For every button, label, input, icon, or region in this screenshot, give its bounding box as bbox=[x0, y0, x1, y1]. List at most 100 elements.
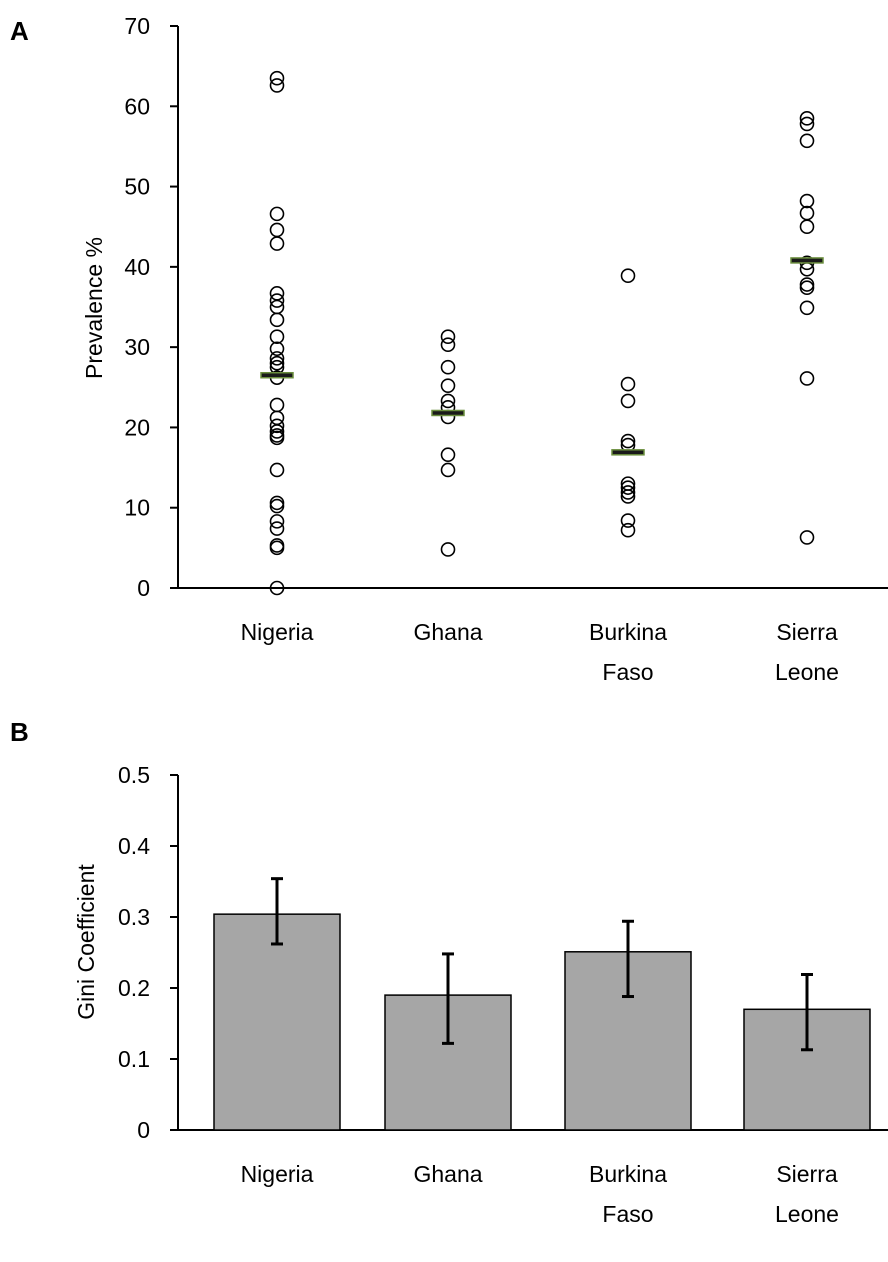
panel-a-y-tick-label: 10 bbox=[124, 495, 150, 521]
panel-b-error-bars bbox=[271, 877, 813, 1052]
panel-b-category-label: Faso bbox=[602, 1201, 653, 1227]
panel-a-data-point bbox=[440, 393, 456, 409]
panel-a-y-tick-label: 60 bbox=[124, 93, 150, 119]
panel-a-category-label: Sierra bbox=[776, 619, 838, 645]
panel-a-data-point bbox=[799, 133, 815, 149]
panel-b-y-tick-label: 0.1 bbox=[118, 1046, 150, 1072]
panel-a-data-point bbox=[269, 355, 285, 371]
panel-b-error-bar bbox=[442, 952, 454, 1045]
panel-a-data-point bbox=[269, 206, 285, 222]
panel-a-category-label: Ghana bbox=[413, 619, 482, 645]
panel-a-y-tick-label: 40 bbox=[124, 254, 150, 280]
panel-a-category-label: Leone bbox=[775, 659, 839, 685]
panel-a-data-point bbox=[440, 337, 456, 353]
panel-a-category-label: Nigeria bbox=[241, 619, 314, 645]
panel-a-data-point bbox=[620, 393, 636, 409]
panel-a-data-point bbox=[620, 268, 636, 283]
panel-a-data-point bbox=[269, 329, 285, 345]
panel-a-y-axis-title: Prevalence % bbox=[81, 237, 107, 379]
panel-a-y-tick-label: 30 bbox=[124, 334, 150, 360]
panel-b-category-label: Sierra bbox=[776, 1161, 838, 1187]
panel-a-data-point bbox=[620, 480, 636, 495]
panel-b-error-bar bbox=[801, 973, 813, 1052]
panel-a-data-point bbox=[269, 222, 285, 238]
panel-a-data-point bbox=[269, 521, 285, 536]
panel-a-data-point bbox=[440, 359, 456, 375]
panel-a-data-point bbox=[799, 280, 815, 296]
panel-b-category-label: Nigeria bbox=[241, 1161, 314, 1187]
panel-a-data-point bbox=[620, 376, 636, 392]
panel-a-data-point bbox=[440, 378, 456, 393]
panel-a-data-point bbox=[269, 424, 285, 439]
panel-b-bars bbox=[213, 913, 871, 1131]
panel-b-error-bar bbox=[271, 877, 283, 946]
panel-a-data-point bbox=[269, 514, 285, 529]
panel-a-category-label: Faso bbox=[602, 659, 653, 685]
panel-a-data-point bbox=[269, 293, 285, 308]
panel-a-y-tick-label: 20 bbox=[124, 414, 150, 440]
panel-a: A Prevalence % 0 10 20 30 40 50 60 70 Nigeria Gh… bbox=[10, 13, 888, 685]
panel-a-data-point bbox=[799, 277, 815, 292]
panel-a-y-tick-label: 0 bbox=[137, 575, 150, 601]
panel-a-data-point bbox=[620, 489, 636, 504]
panel-a-y-tick-label: 70 bbox=[124, 13, 150, 39]
panel-a-mean-marker bbox=[790, 257, 824, 264]
panel-a-y-ticks: 0 10 20 30 40 50 60 70 bbox=[124, 13, 178, 601]
panel-a-y-tick-label: 50 bbox=[124, 174, 150, 200]
panel-b-letter: B bbox=[10, 717, 29, 747]
panel-a-data-point bbox=[799, 205, 815, 221]
panel-b-y-tick-label: 0.5 bbox=[118, 762, 150, 788]
panel-b-category-label: Leone bbox=[775, 1201, 839, 1227]
panel-a-data-point bbox=[799, 300, 815, 316]
panel-b-category-labels: Nigeria Ghana Burkina Faso Sierra Leone bbox=[241, 1161, 839, 1227]
panel-a-mean-marker bbox=[611, 449, 645, 456]
panel-a-data-point bbox=[799, 193, 815, 209]
panel-a-data-point bbox=[269, 312, 285, 328]
panel-a-data-point bbox=[799, 116, 815, 132]
panel-a-data-point bbox=[269, 495, 285, 511]
panel-b-y-tick-label: 0.2 bbox=[118, 975, 150, 1001]
panel-a-data-point bbox=[440, 462, 456, 478]
panel-a-data-point bbox=[269, 580, 285, 596]
panel-b-bar bbox=[213, 913, 341, 1131]
panel-a-data-point bbox=[440, 329, 456, 345]
panel-a-data-point bbox=[269, 70, 285, 86]
panel-a-mean-marker bbox=[260, 371, 294, 379]
panel-a-data-point bbox=[799, 111, 815, 126]
panel-a-data-point bbox=[269, 430, 285, 446]
panel-a-category-labels: Nigeria Ghana Burkina Faso Sierra Leone bbox=[241, 619, 839, 685]
panel-a-data-point bbox=[440, 542, 456, 557]
panel-a-data-point bbox=[799, 530, 815, 545]
panel-a-data-point bbox=[269, 351, 285, 366]
panel-a-data-point bbox=[269, 397, 285, 413]
panel-a-data-point bbox=[269, 236, 285, 251]
panel-a-data-point bbox=[269, 418, 285, 434]
panel-a-data-point bbox=[269, 498, 285, 514]
panel-a-data-point bbox=[799, 219, 815, 235]
panel-a-data-point bbox=[269, 341, 285, 357]
panel-a-category-label: Burkina bbox=[589, 619, 667, 645]
panel-a-data-point bbox=[269, 540, 285, 556]
panel-b-y-ticks: 0 0.1 0.2 0.3 0.4 0.5 bbox=[118, 762, 178, 1143]
panel-b-error-bar bbox=[622, 919, 634, 999]
panel-a-letter: A bbox=[10, 16, 29, 46]
panel-a-data-point bbox=[620, 433, 636, 449]
panel-a-data-point bbox=[620, 522, 636, 538]
panel-a-points bbox=[269, 70, 815, 596]
panel-a-data-point bbox=[269, 462, 285, 478]
panel-a-data-point bbox=[620, 513, 636, 528]
panel-a-means bbox=[260, 257, 824, 456]
panel-a-data-point bbox=[440, 447, 456, 463]
panel-a-data-point bbox=[620, 485, 636, 500]
panel-b-y-tick-label: 0 bbox=[137, 1117, 150, 1143]
panel-a-data-point bbox=[799, 371, 815, 386]
panel-b-category-label: Burkina bbox=[589, 1161, 667, 1187]
panel-b-y-tick-label: 0.4 bbox=[118, 833, 150, 859]
panel-b-y-axis-title: Gini Coefficient bbox=[73, 864, 99, 1020]
panel-b-category-label: Ghana bbox=[413, 1161, 482, 1187]
panel-b-y-tick-label: 0.3 bbox=[118, 904, 150, 930]
panel-a-mean-marker bbox=[431, 409, 465, 417]
panel-b: B Gini Coefficient 0 0.1 0.2 0.3 0.4 0.5 Nige… bbox=[10, 717, 888, 1227]
panel-a-data-point bbox=[269, 78, 285, 93]
